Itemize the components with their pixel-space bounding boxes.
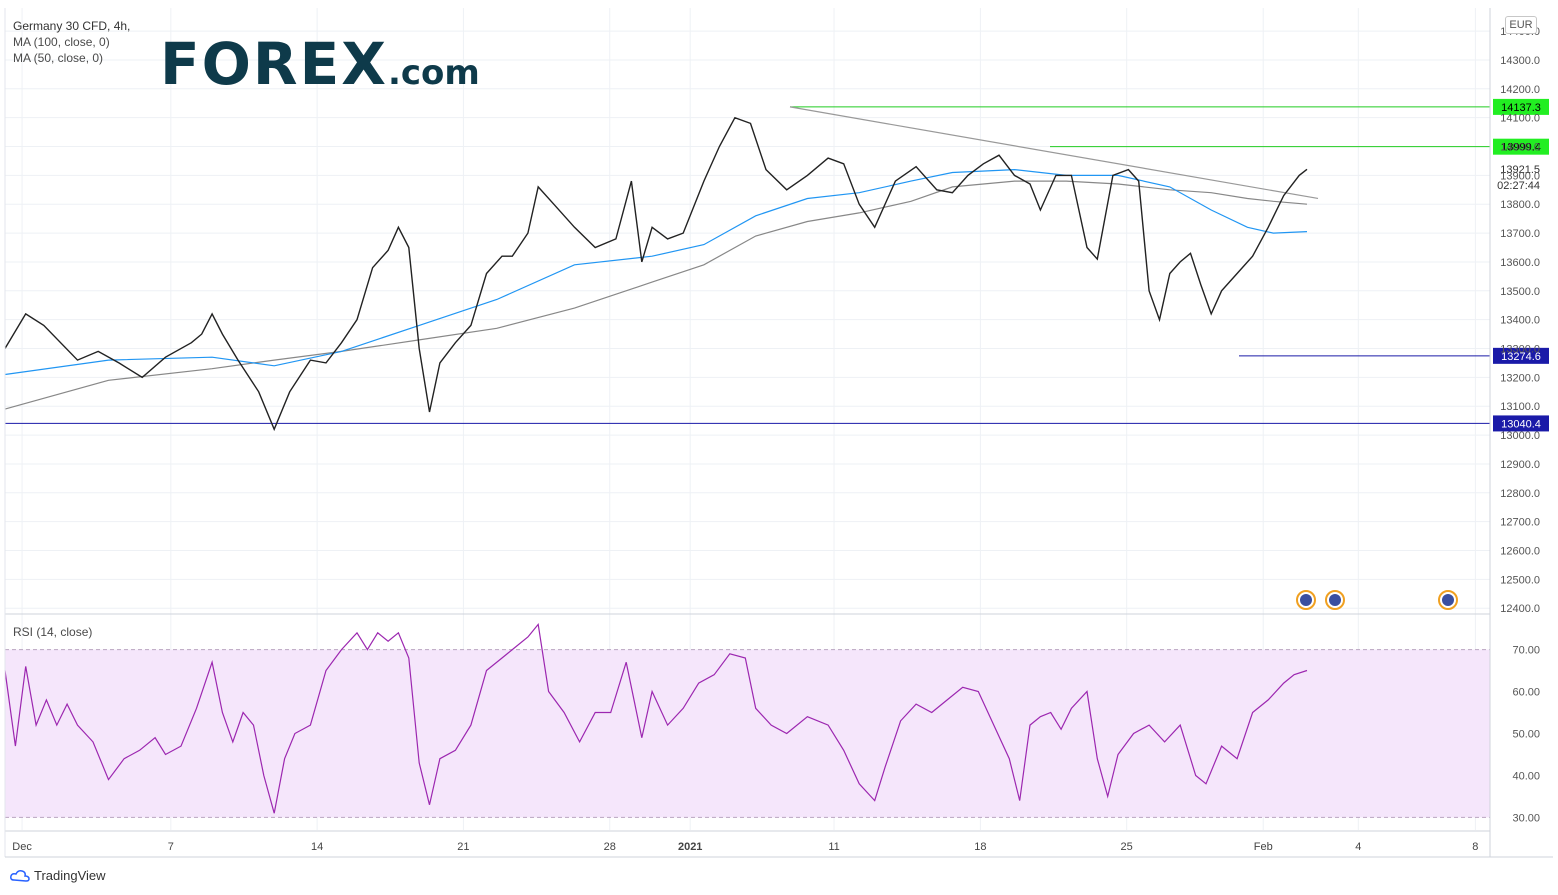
logo-suffix: .com — [387, 53, 480, 93]
time-tick-label: 8 — [1472, 841, 1478, 853]
rsi-tick-label: 50.00 — [1512, 728, 1540, 740]
rsi-tick-label: 30.00 — [1512, 812, 1540, 824]
time-tick-label: 25 — [1121, 841, 1133, 853]
price-line — [4, 116, 1308, 432]
flag-icon — [1442, 594, 1454, 606]
price-tick-label: 13600.0 — [1500, 257, 1540, 269]
time-axis[interactable]: Dec 7 14 21 28 2021 11 18 25 Feb 4 8 — [12, 841, 1478, 853]
time-tick-label: Dec — [12, 841, 32, 853]
tradingview-footer[interactable]: TradingView — [10, 868, 106, 883]
price-tick-label: 13100.0 — [1500, 401, 1540, 413]
rsi-overbought-oversold-band — [5, 649, 1490, 818]
rsi-legend: RSI (14, close) — [13, 624, 92, 640]
countdown-label: 02:27:44 — [1497, 180, 1540, 192]
flag-icon — [1329, 594, 1341, 606]
currency-button[interactable]: EUR — [1505, 16, 1537, 34]
price-tick-label: 13800.0 — [1500, 199, 1540, 211]
price-tick-label: 14300.0 — [1500, 55, 1540, 67]
ma50-legend: MA (50, close, 0) — [13, 51, 104, 65]
time-tick-label: 28 — [604, 841, 616, 853]
price-axis[interactable]: 14400.014300.014200.014100.014000.013900… — [1500, 26, 1540, 824]
time-tick-label: 11 — [828, 841, 839, 853]
price-tick-label: 13200.0 — [1500, 372, 1540, 384]
resistance-high-label: 14137.3 — [1501, 102, 1541, 114]
price-tick-label: 14200.0 — [1500, 84, 1540, 96]
price-tick-label: 12800.0 — [1500, 488, 1540, 500]
time-tick-label: 7 — [168, 841, 174, 853]
price-tick-label: 13300.0 — [1500, 344, 1540, 356]
instrument-title: Germany 30 CFD, 4h, — [13, 19, 131, 33]
resistance-mid-label-bg — [1493, 138, 1549, 155]
price-tick-label: 13700.0 — [1500, 228, 1540, 240]
horizontal-levels[interactable]: 14137.3 13999.4 13274.6 13040.4 13921.5 02:27… — [5, 98, 1549, 432]
tradingview-cloud-icon — [10, 869, 30, 882]
chart-legend: Germany 30 CFD, 4h, MA (100, close, 0) M… — [13, 18, 130, 66]
support-recent-label: 13274.6 — [1501, 351, 1541, 363]
forex-logo: FOREX.com — [160, 30, 480, 98]
time-tick-label: 2021 — [678, 841, 702, 853]
resistance-mid-label: 13999.4 — [1501, 142, 1541, 154]
rsi-line — [4, 622, 1308, 814]
logo-main: FOREX — [160, 30, 388, 98]
time-tick-label: Feb — [1254, 841, 1273, 853]
ma100-legend: MA (100, close, 0) — [13, 35, 110, 49]
trendline[interactable] — [789, 106, 1319, 200]
price-tick-label: 14000.0 — [1500, 142, 1540, 154]
time-tick-label: 18 — [974, 841, 986, 853]
descending-trendline[interactable] — [789, 106, 1319, 200]
rsi-title: RSI (14, close) — [13, 625, 93, 639]
support-low-label: 13040.4 — [1501, 418, 1541, 430]
price-tick-label: 12600.0 — [1500, 546, 1540, 558]
price-tick-label: 12400.0 — [1500, 603, 1540, 615]
series-lines — [4, 116, 1308, 814]
event-markers[interactable] — [1296, 590, 1458, 610]
rsi-tick-label: 70.00 — [1512, 645, 1540, 657]
rsi-tick-label: 40.00 — [1512, 770, 1540, 782]
rsi-tick-label: 60.00 — [1512, 687, 1540, 699]
price-tick-label: 13500.0 — [1500, 286, 1540, 298]
ma100-line — [4, 180, 1308, 410]
price-tick-label: 12900.0 — [1500, 459, 1540, 471]
time-tick-label: 21 — [457, 841, 469, 853]
price-tick-label: 13000.0 — [1500, 430, 1540, 442]
flag-icon — [1300, 594, 1312, 606]
time-tick-label: 14 — [311, 841, 323, 853]
support-low-label-bg — [1493, 415, 1549, 432]
resistance-high-label-bg — [1493, 98, 1549, 115]
time-tick-label: 4 — [1355, 841, 1361, 853]
price-tick-label: 12700.0 — [1500, 517, 1540, 529]
tradingview-label: TradingView — [34, 868, 106, 883]
support-recent-label-bg — [1493, 347, 1549, 364]
last-price-label: 13921.5 — [1500, 164, 1540, 176]
price-tick-label: 14100.0 — [1500, 113, 1540, 125]
price-tick-label: 13400.0 — [1500, 315, 1540, 327]
rsi-band — [5, 649, 1490, 818]
price-tick-label: 12500.0 — [1500, 574, 1540, 586]
panel-borders — [4, 8, 1553, 858]
ma50-line — [4, 168, 1308, 376]
price-tick-label: 13900.0 — [1500, 170, 1540, 182]
